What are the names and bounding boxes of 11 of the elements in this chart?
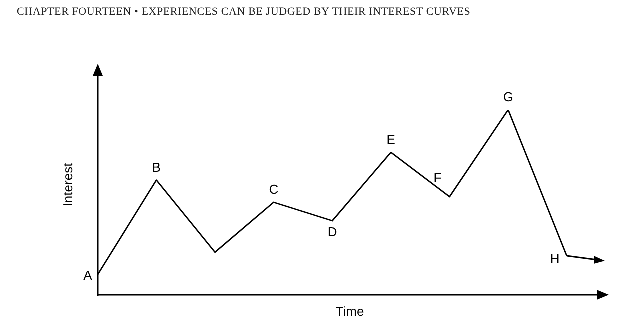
annotation: C <box>269 182 279 198</box>
chart-title: CHAPTER FOURTEEN • EXPERIENCES CAN BE JUDGED BY THEIR INTEREST CURVES <box>17 6 471 18</box>
text: G <box>503 90 514 105</box>
y-axis-title: Interest <box>60 163 76 207</box>
annotation: D <box>328 224 338 240</box>
annotation: H <box>550 252 560 267</box>
annotation: B <box>152 160 161 175</box>
annotation: F <box>434 170 442 186</box>
annotation: E <box>386 132 396 148</box>
text: A <box>84 268 93 284</box>
x-axis-title: Time <box>334 304 366 319</box>
